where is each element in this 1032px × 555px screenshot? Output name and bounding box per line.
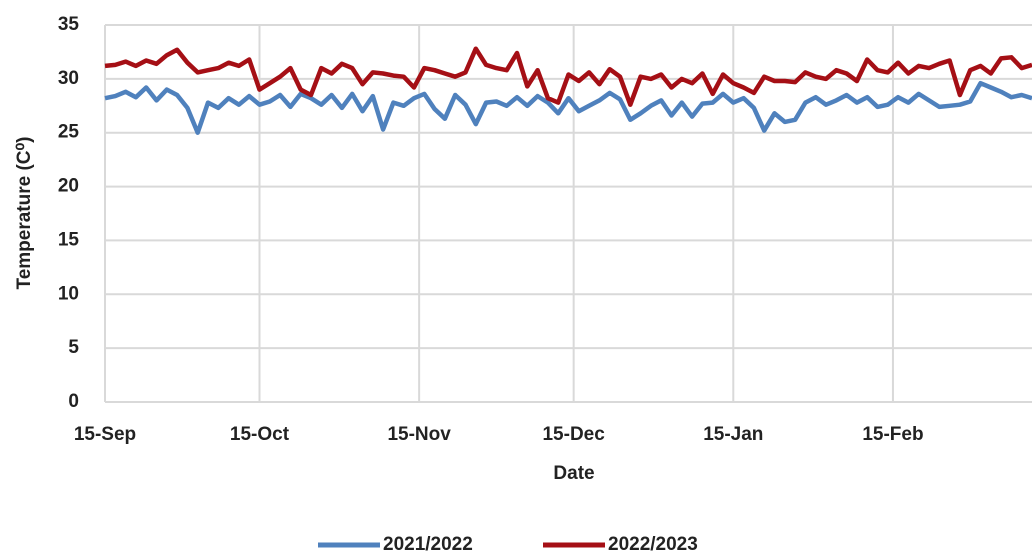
legend-label: 2021/2022 [383,534,473,555]
y-tick-label: 15 [58,229,80,250]
y-tick-label: 25 [58,122,80,143]
y-axis-label: Temperature (C⁰) [14,137,35,290]
x-axis-label: Date [553,463,594,484]
y-tick-label: 10 [58,283,79,304]
y-tick-label: 0 [68,391,79,412]
x-tick-label: 15-Sep [74,424,136,445]
y-tick-label: 30 [58,68,79,89]
y-tick-label: 20 [58,176,79,197]
data-line [104,80,1032,135]
y-tick-label: 35 [58,14,80,35]
x-tick-label: 15-Nov [387,424,451,445]
x-tick-label: 15-Feb [862,424,923,445]
data-line [104,46,1032,107]
x-tick-label: 15-Dec [542,424,605,445]
x-tick-label: 15-Oct [230,424,290,445]
x-tick-label: 15-Jan [703,424,763,445]
legend-label: 2022/2023 [608,534,698,555]
y-tick-label: 5 [68,337,79,358]
